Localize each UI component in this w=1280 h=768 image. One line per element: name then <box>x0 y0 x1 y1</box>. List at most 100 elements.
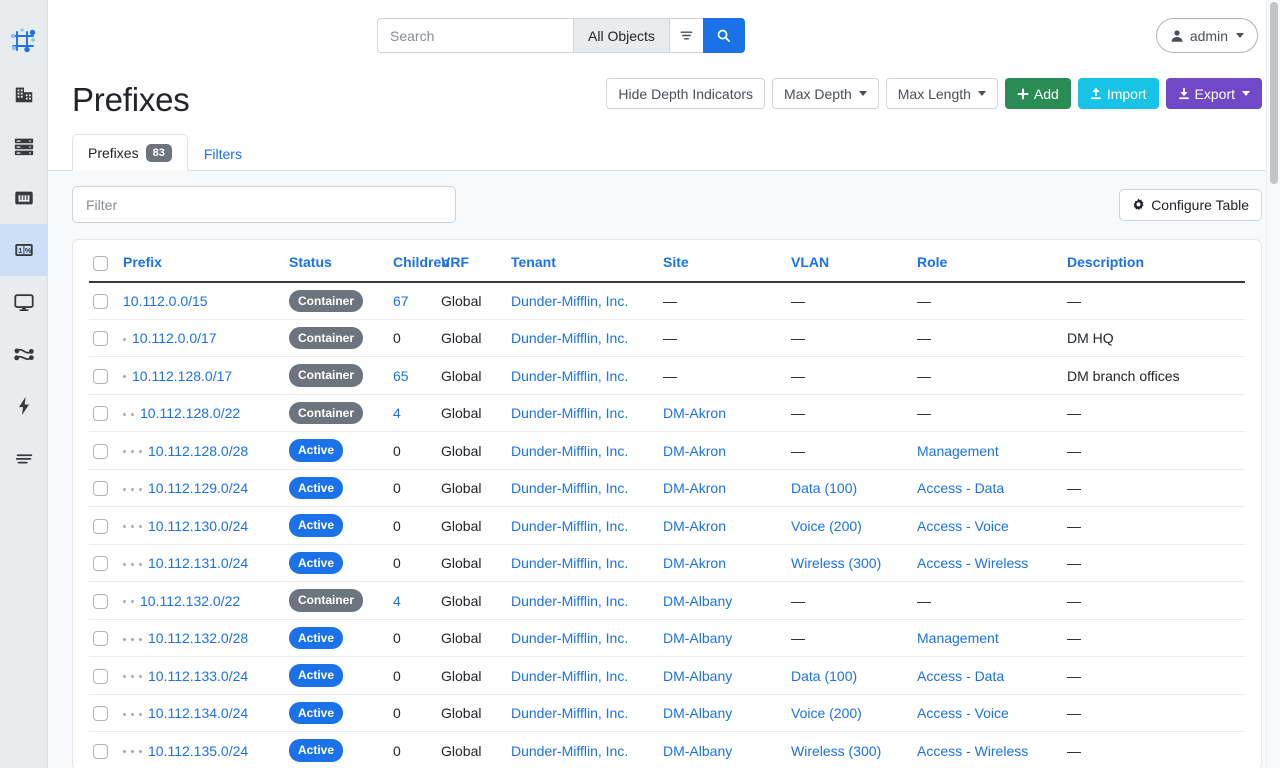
column-header-tenant[interactable]: Tenant <box>507 240 659 283</box>
row-checkbox[interactable] <box>93 668 108 684</box>
column-header-site[interactable]: Site <box>659 240 787 283</box>
tab-prefixes[interactable]: Prefixes 83 <box>72 133 188 171</box>
tenant-link[interactable]: Dunder-Mifflin, Inc. <box>511 480 629 497</box>
site-link[interactable]: DM-Albany <box>663 630 733 647</box>
vlan-link[interactable]: Voice (200) <box>791 705 862 722</box>
role-link[interactable]: Management <box>917 630 999 647</box>
column-header-vrf[interactable]: VRF <box>437 240 507 283</box>
max-depth-dropdown[interactable]: Max Depth <box>772 78 879 109</box>
role-link[interactable]: Access - Wireless <box>917 555 1029 572</box>
prefix-link[interactable]: 10.112.130.0/24 <box>148 517 249 534</box>
site-link[interactable]: DM-Akron <box>663 442 727 459</box>
row-checkbox[interactable] <box>93 406 108 422</box>
sidebar-item-power[interactable] <box>0 380 48 432</box>
role-link[interactable]: Access - Data <box>917 480 1005 497</box>
prefix-link[interactable]: 10.112.131.0/24 <box>148 555 249 572</box>
tenant-link[interactable]: Dunder-Mifflin, Inc. <box>511 705 629 722</box>
row-checkbox[interactable] <box>93 443 108 459</box>
role-link[interactable]: Access - Voice <box>917 705 1009 722</box>
column-header-status[interactable]: Status <box>285 240 389 283</box>
site-link[interactable]: DM-Albany <box>663 667 733 684</box>
tenant-link[interactable]: Dunder-Mifflin, Inc. <box>511 592 629 609</box>
user-menu-button[interactable]: admin <box>1155 18 1258 53</box>
column-header-prefix[interactable]: Prefix <box>119 240 285 283</box>
site-link[interactable]: DM-Albany <box>663 705 733 722</box>
column-header-description[interactable]: Description <box>1063 240 1245 283</box>
prefix-link[interactable]: 10.112.132.0/28 <box>148 630 249 647</box>
prefix-link[interactable]: 10.112.128.0/28 <box>148 442 249 459</box>
prefix-link[interactable]: 10.112.0.0/15 <box>123 292 208 309</box>
site-link[interactable]: DM-Akron <box>663 405 727 422</box>
prefix-link[interactable]: 10.112.129.0/24 <box>148 480 249 497</box>
row-checkbox[interactable] <box>93 556 108 572</box>
sidebar-item-organization[interactable] <box>0 68 48 120</box>
prefix-link[interactable]: 10.112.128.0/22 <box>140 405 241 422</box>
row-checkbox[interactable] <box>93 631 108 647</box>
tenant-link[interactable]: Dunder-Mifflin, Inc. <box>511 742 629 759</box>
prefix-link[interactable]: 10.112.134.0/24 <box>148 705 249 722</box>
max-length-dropdown[interactable]: Max Length <box>885 78 998 109</box>
row-checkbox[interactable] <box>93 481 108 497</box>
row-checkbox[interactable] <box>93 743 108 759</box>
site-link[interactable]: DM-Albany <box>663 742 733 759</box>
sidebar-item-other[interactable] <box>0 432 48 484</box>
children-count[interactable]: 67 <box>393 292 409 309</box>
quick-filter-input[interactable] <box>72 186 456 223</box>
role-link[interactable]: Access - Data <box>917 667 1005 684</box>
select-all-checkbox[interactable] <box>93 255 108 271</box>
sidebar-item-virtualization[interactable] <box>0 276 48 328</box>
sidebar-item-ipam[interactable]: 1% <box>0 224 48 276</box>
object-scope-dropdown[interactable]: All Objects <box>573 18 669 53</box>
prefix-link[interactable]: 10.112.128.0/17 <box>132 367 233 384</box>
sidebar-item-circuits[interactable] <box>0 328 48 380</box>
row-checkbox[interactable] <box>93 368 108 384</box>
role-link[interactable]: Access - Voice <box>917 517 1009 534</box>
prefix-link[interactable]: 10.112.135.0/24 <box>148 742 249 759</box>
sidebar-item-devices[interactable] <box>0 120 48 172</box>
prefix-link[interactable]: 10.112.132.0/22 <box>140 592 241 609</box>
tenant-link[interactable]: Dunder-Mifflin, Inc. <box>511 667 629 684</box>
prefix-link[interactable]: 10.112.0.0/17 <box>132 330 217 347</box>
vlan-link[interactable]: Wireless (300) <box>791 555 882 572</box>
role-link[interactable]: Access - Wireless <box>917 742 1029 759</box>
vlan-link[interactable]: Data (100) <box>791 667 858 684</box>
site-link[interactable]: DM-Albany <box>663 592 733 609</box>
site-link[interactable]: DM-Akron <box>663 517 727 534</box>
row-checkbox[interactable] <box>93 294 108 310</box>
role-link[interactable]: Management <box>917 442 999 459</box>
search-submit-button[interactable] <box>702 18 745 53</box>
add-button[interactable]: Add <box>1004 78 1071 109</box>
tenant-link[interactable]: Dunder-Mifflin, Inc. <box>511 405 629 422</box>
configure-table-button[interactable]: Configure Table <box>1119 188 1262 221</box>
scrollbar-thumb[interactable] <box>1270 2 1278 184</box>
row-checkbox[interactable] <box>93 593 108 609</box>
row-checkbox[interactable] <box>93 331 108 347</box>
site-link[interactable]: DM-Akron <box>663 555 727 572</box>
vlan-link[interactable]: Voice (200) <box>791 517 862 534</box>
tenant-link[interactable]: Dunder-Mifflin, Inc. <box>511 367 629 384</box>
sidebar-item-netbox-logo[interactable] <box>0 14 48 68</box>
prefix-link[interactable]: 10.112.133.0/24 <box>148 667 249 684</box>
tenant-link[interactable]: Dunder-Mifflin, Inc. <box>511 330 629 347</box>
tenant-link[interactable]: Dunder-Mifflin, Inc. <box>511 442 629 459</box>
tenant-link[interactable]: Dunder-Mifflin, Inc. <box>511 630 629 647</box>
row-checkbox[interactable] <box>93 706 108 722</box>
column-header-role[interactable]: Role <box>913 240 1063 283</box>
tenant-link[interactable]: Dunder-Mifflin, Inc. <box>511 292 629 309</box>
hide-depth-indicators-button[interactable]: Hide Depth Indicators <box>606 78 766 109</box>
export-button[interactable]: Export <box>1165 78 1262 109</box>
children-count[interactable]: 4 <box>393 405 401 422</box>
sidebar-item-connections[interactable] <box>0 172 48 224</box>
children-count[interactable]: 65 <box>393 367 409 384</box>
search-input[interactable] <box>377 18 573 53</box>
column-header-vlan[interactable]: VLAN <box>787 240 913 283</box>
vlan-link[interactable]: Wireless (300) <box>791 742 882 759</box>
tenant-link[interactable]: Dunder-Mifflin, Inc. <box>511 517 629 534</box>
children-count[interactable]: 4 <box>393 592 401 609</box>
column-header-children[interactable]: Children <box>389 240 450 283</box>
search-filter-button[interactable] <box>668 18 703 53</box>
tenant-link[interactable]: Dunder-Mifflin, Inc. <box>511 555 629 572</box>
vlan-link[interactable]: Data (100) <box>791 480 858 497</box>
site-link[interactable]: DM-Akron <box>663 480 727 497</box>
vertical-scrollbar[interactable] <box>1266 0 1280 768</box>
